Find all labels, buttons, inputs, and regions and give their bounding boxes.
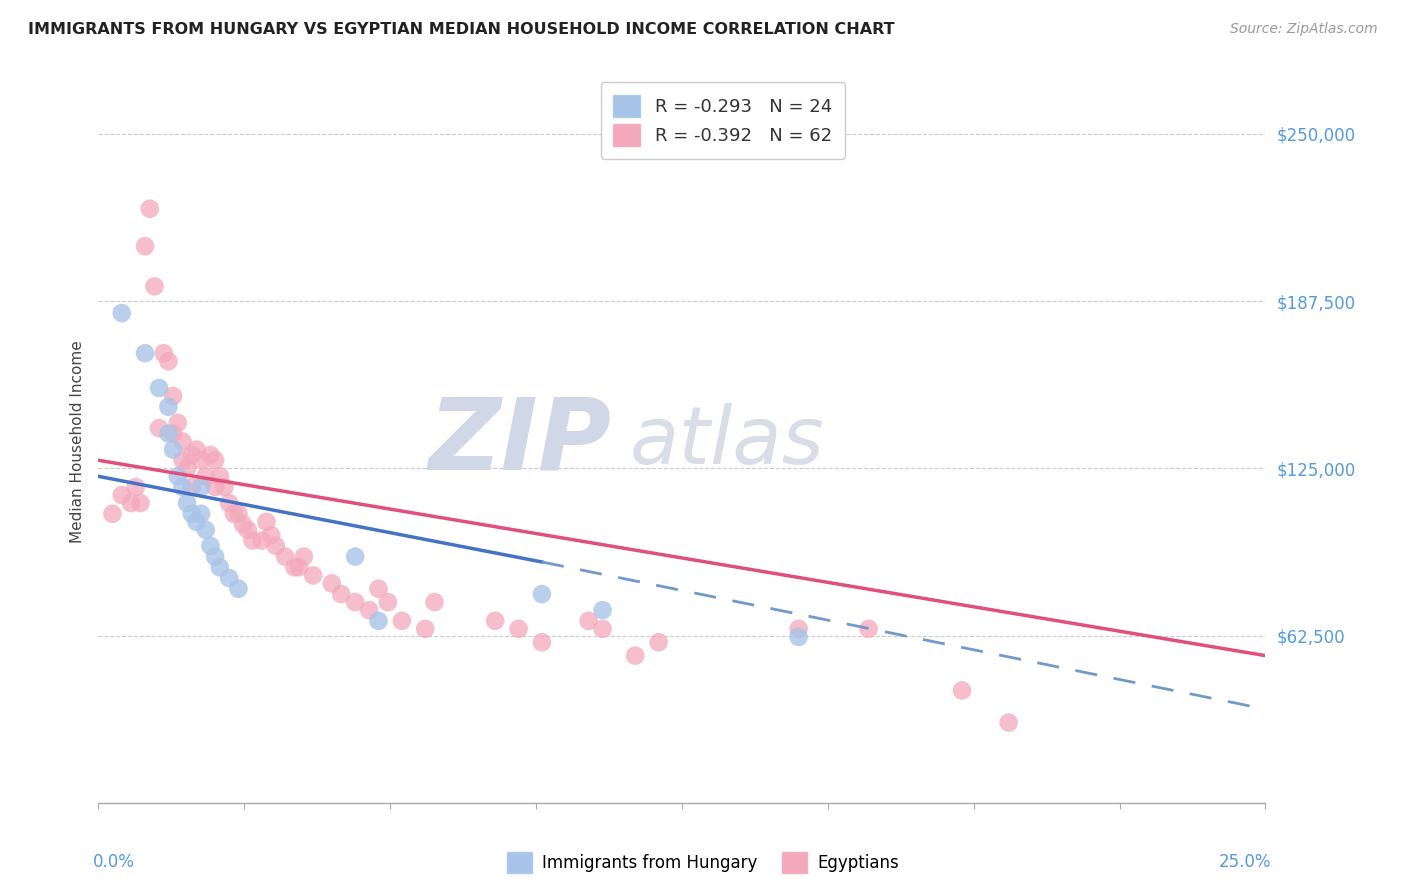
Point xyxy=(180,480,202,494)
Point xyxy=(344,549,367,564)
Text: ZIP: ZIP xyxy=(429,393,612,490)
Point xyxy=(208,560,231,574)
Point xyxy=(166,416,188,430)
Point xyxy=(180,448,202,462)
Point xyxy=(330,587,353,601)
Point xyxy=(204,480,226,494)
Point xyxy=(194,469,217,483)
Point xyxy=(592,603,614,617)
Point xyxy=(484,614,506,628)
Point xyxy=(530,587,553,601)
Point xyxy=(129,496,152,510)
Legend: Immigrants from Hungary, Egyptians: Immigrants from Hungary, Egyptians xyxy=(501,846,905,880)
Point xyxy=(624,648,647,663)
Point xyxy=(232,517,254,532)
Point xyxy=(111,488,134,502)
Point xyxy=(200,448,222,462)
Point xyxy=(172,434,194,449)
Point xyxy=(260,528,283,542)
Point xyxy=(250,533,273,548)
Point xyxy=(228,507,250,521)
Point xyxy=(101,507,124,521)
Point xyxy=(413,622,436,636)
Point xyxy=(157,354,180,368)
Point xyxy=(166,469,188,483)
Point xyxy=(228,582,250,596)
Point xyxy=(162,389,184,403)
Point xyxy=(367,582,389,596)
Point xyxy=(950,683,973,698)
Point xyxy=(208,469,231,483)
Point xyxy=(172,453,194,467)
Point xyxy=(162,426,184,441)
Point xyxy=(190,480,212,494)
Point xyxy=(222,507,245,521)
Point xyxy=(152,346,174,360)
Point xyxy=(162,442,184,457)
Point xyxy=(186,442,208,457)
Legend: R = -0.293   N = 24, R = -0.392   N = 62: R = -0.293 N = 24, R = -0.392 N = 62 xyxy=(600,82,845,159)
Point xyxy=(218,571,240,585)
Point xyxy=(194,523,217,537)
Point xyxy=(592,622,614,636)
Point xyxy=(787,630,810,644)
Point xyxy=(200,539,222,553)
Point xyxy=(120,496,142,510)
Point xyxy=(377,595,399,609)
Point xyxy=(997,715,1019,730)
Point xyxy=(157,400,180,414)
Point xyxy=(148,381,170,395)
Point xyxy=(302,568,325,582)
Point xyxy=(256,515,278,529)
Point xyxy=(148,421,170,435)
Point xyxy=(647,635,669,649)
Point xyxy=(578,614,600,628)
Point xyxy=(176,461,198,475)
Point xyxy=(242,533,264,548)
Point xyxy=(157,426,180,441)
Text: atlas: atlas xyxy=(630,402,824,481)
Point xyxy=(180,507,202,521)
Text: 25.0%: 25.0% xyxy=(1219,854,1271,871)
Point xyxy=(236,523,259,537)
Point xyxy=(391,614,413,628)
Point xyxy=(321,576,343,591)
Point xyxy=(288,560,311,574)
Point xyxy=(204,453,226,467)
Point xyxy=(125,480,148,494)
Point xyxy=(359,603,381,617)
Point xyxy=(134,239,156,253)
Point xyxy=(186,515,208,529)
Point xyxy=(172,480,194,494)
Point xyxy=(214,480,236,494)
Text: Source: ZipAtlas.com: Source: ZipAtlas.com xyxy=(1230,22,1378,37)
Text: IMMIGRANTS FROM HUNGARY VS EGYPTIAN MEDIAN HOUSEHOLD INCOME CORRELATION CHART: IMMIGRANTS FROM HUNGARY VS EGYPTIAN MEDI… xyxy=(28,22,894,37)
Point xyxy=(508,622,530,636)
Point xyxy=(283,560,305,574)
Point xyxy=(274,549,297,564)
Point xyxy=(143,279,166,293)
Text: 0.0%: 0.0% xyxy=(93,854,135,871)
Point xyxy=(204,549,226,564)
Point xyxy=(264,539,287,553)
Point xyxy=(344,595,367,609)
Point xyxy=(787,622,810,636)
Point xyxy=(423,595,446,609)
Point xyxy=(190,507,212,521)
Y-axis label: Median Household Income: Median Household Income xyxy=(69,340,84,543)
Point xyxy=(190,453,212,467)
Point xyxy=(858,622,880,636)
Point xyxy=(176,496,198,510)
Point xyxy=(218,496,240,510)
Point xyxy=(367,614,389,628)
Point xyxy=(530,635,553,649)
Point xyxy=(292,549,315,564)
Point xyxy=(111,306,134,320)
Point xyxy=(139,202,162,216)
Point xyxy=(134,346,156,360)
